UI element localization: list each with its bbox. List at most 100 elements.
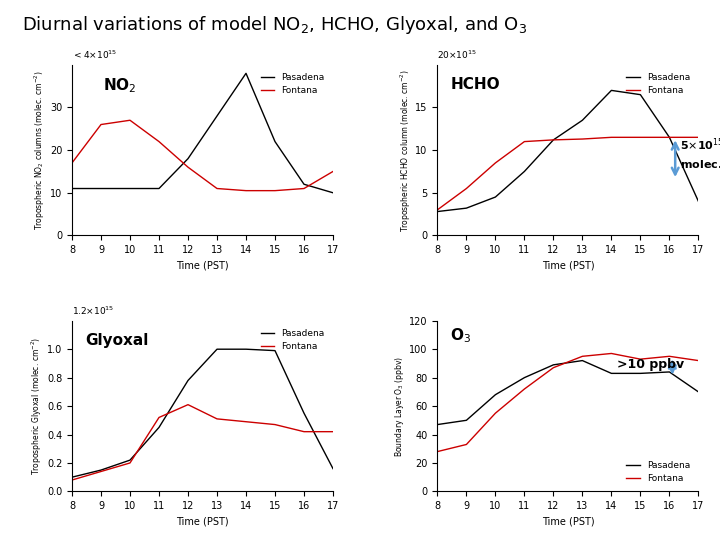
Pasadena <box>155 185 163 192</box>
Pasadena <box>271 347 279 354</box>
Fontana <box>462 185 471 192</box>
Pasadena <box>607 370 616 376</box>
Pasadena <box>96 185 105 192</box>
Line: Pasadena: Pasadena <box>72 349 333 477</box>
Fontana <box>300 428 308 435</box>
Pasadena <box>155 424 163 431</box>
Fontana <box>96 122 105 128</box>
Fontana <box>694 357 703 364</box>
Pasadena <box>491 194 500 200</box>
Fontana <box>694 134 703 140</box>
Pasadena <box>636 370 644 376</box>
Fontana <box>491 410 500 416</box>
Fontana <box>96 468 105 475</box>
Pasadena <box>462 417 471 423</box>
Y-axis label: Boundary Layer O$_3$ (ppbv): Boundary Layer O$_3$ (ppbv) <box>393 355 406 457</box>
Fontana <box>578 353 587 360</box>
Fontana <box>491 160 500 166</box>
Fontana <box>578 136 587 142</box>
Pasadena <box>96 467 105 473</box>
Pasadena <box>491 392 500 398</box>
Pasadena <box>184 377 192 384</box>
Line: Fontana: Fontana <box>72 404 333 480</box>
Text: Diurnal variations of model NO$_2$, HCHO, Glyoxal, and O$_3$: Diurnal variations of model NO$_2$, HCHO… <box>22 14 526 36</box>
Y-axis label: Tropospheric HCHO column (molec. cm$^{-2}$): Tropospheric HCHO column (molec. cm$^{-2… <box>398 69 413 232</box>
Pasadena <box>212 113 221 119</box>
Legend: Pasadena, Fontana: Pasadena, Fontana <box>257 325 328 355</box>
Text: $<$4$\times$10$^{15}$: $<$4$\times$10$^{15}$ <box>72 49 117 62</box>
Pasadena <box>433 208 442 215</box>
Pasadena <box>433 421 442 428</box>
Text: O$_3$: O$_3$ <box>451 326 472 345</box>
Y-axis label: Tropospheric NO$_2$ columns (molec. cm$^{-2}$): Tropospheric NO$_2$ columns (molec. cm$^… <box>32 70 47 230</box>
Fontana <box>300 185 308 192</box>
Pasadena <box>694 198 703 205</box>
Line: Pasadena: Pasadena <box>72 73 333 193</box>
Fontana <box>242 418 251 425</box>
Pasadena <box>578 357 587 364</box>
Pasadena <box>300 410 308 416</box>
Fontana <box>155 138 163 145</box>
Pasadena <box>328 465 337 472</box>
Pasadena <box>300 181 308 187</box>
Pasadena <box>665 134 674 140</box>
Text: >10 ppbv: >10 ppbv <box>617 359 684 372</box>
Fontana <box>212 416 221 422</box>
Text: 20$\times$10$^{15}$: 20$\times$10$^{15}$ <box>438 49 477 62</box>
Fontana <box>607 350 616 357</box>
Fontana <box>242 187 251 194</box>
Pasadena <box>578 117 587 124</box>
Pasadena <box>271 138 279 145</box>
Line: Fontana: Fontana <box>72 120 333 191</box>
Fontana <box>184 164 192 171</box>
Fontana <box>607 134 616 140</box>
Pasadena <box>549 362 558 368</box>
Fontana <box>126 117 135 124</box>
Pasadena <box>607 87 616 93</box>
Fontana <box>126 460 135 466</box>
Pasadena <box>68 474 76 481</box>
Fontana <box>665 134 674 140</box>
Pasadena <box>520 374 528 381</box>
Pasadena <box>520 168 528 175</box>
Legend: Pasadena, Fontana: Pasadena, Fontana <box>623 69 694 99</box>
Text: NO$_2$: NO$_2$ <box>104 77 137 96</box>
Fontana <box>68 160 76 166</box>
Fontana <box>462 441 471 448</box>
X-axis label: Time (PST): Time (PST) <box>541 517 594 526</box>
Fontana <box>212 185 221 192</box>
Text: 5$\times$10$^{15}$
molec. cm$^{-2}$: 5$\times$10$^{15}$ molec. cm$^{-2}$ <box>680 137 720 172</box>
Fontana <box>328 168 337 175</box>
Fontana <box>549 364 558 371</box>
Pasadena <box>212 346 221 353</box>
Fontana <box>155 414 163 421</box>
Pasadena <box>242 346 251 353</box>
Text: Glyoxal: Glyoxal <box>85 333 148 348</box>
Fontana <box>68 477 76 483</box>
Fontana <box>520 386 528 392</box>
Fontana <box>433 207 442 213</box>
Legend: Pasadena, Fontana: Pasadena, Fontana <box>623 457 694 487</box>
X-axis label: Time (PST): Time (PST) <box>176 261 229 271</box>
Pasadena <box>549 137 558 143</box>
Line: Fontana: Fontana <box>438 137 698 210</box>
Pasadena <box>68 185 76 192</box>
Fontana <box>636 134 644 140</box>
Y-axis label: Tropospheric Glyoxal (molec. cm$^{-2}$): Tropospheric Glyoxal (molec. cm$^{-2}$) <box>30 337 44 475</box>
Pasadena <box>184 156 192 162</box>
Fontana <box>636 356 644 362</box>
Fontana <box>665 353 674 360</box>
Fontana <box>271 421 279 428</box>
Pasadena <box>328 190 337 196</box>
Fontana <box>271 187 279 194</box>
Text: 1.2$\times$10$^{15}$: 1.2$\times$10$^{15}$ <box>72 305 114 318</box>
Pasadena <box>242 70 251 77</box>
Pasadena <box>694 389 703 395</box>
Legend: Pasadena, Fontana: Pasadena, Fontana <box>257 69 328 99</box>
X-axis label: Time (PST): Time (PST) <box>541 261 594 271</box>
Pasadena <box>636 91 644 98</box>
Pasadena <box>462 205 471 211</box>
Fontana <box>184 401 192 408</box>
Fontana <box>549 137 558 143</box>
Line: Pasadena: Pasadena <box>438 361 698 424</box>
